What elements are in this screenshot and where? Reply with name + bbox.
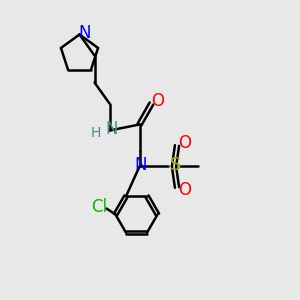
Text: N: N — [79, 24, 91, 42]
Text: O: O — [152, 92, 165, 110]
Text: N: N — [106, 120, 118, 138]
Text: O: O — [178, 181, 191, 199]
Text: Cl: Cl — [91, 198, 107, 216]
Text: H: H — [91, 127, 101, 140]
Text: S: S — [170, 156, 181, 174]
Text: O: O — [178, 134, 191, 152]
Text: N: N — [135, 156, 147, 174]
